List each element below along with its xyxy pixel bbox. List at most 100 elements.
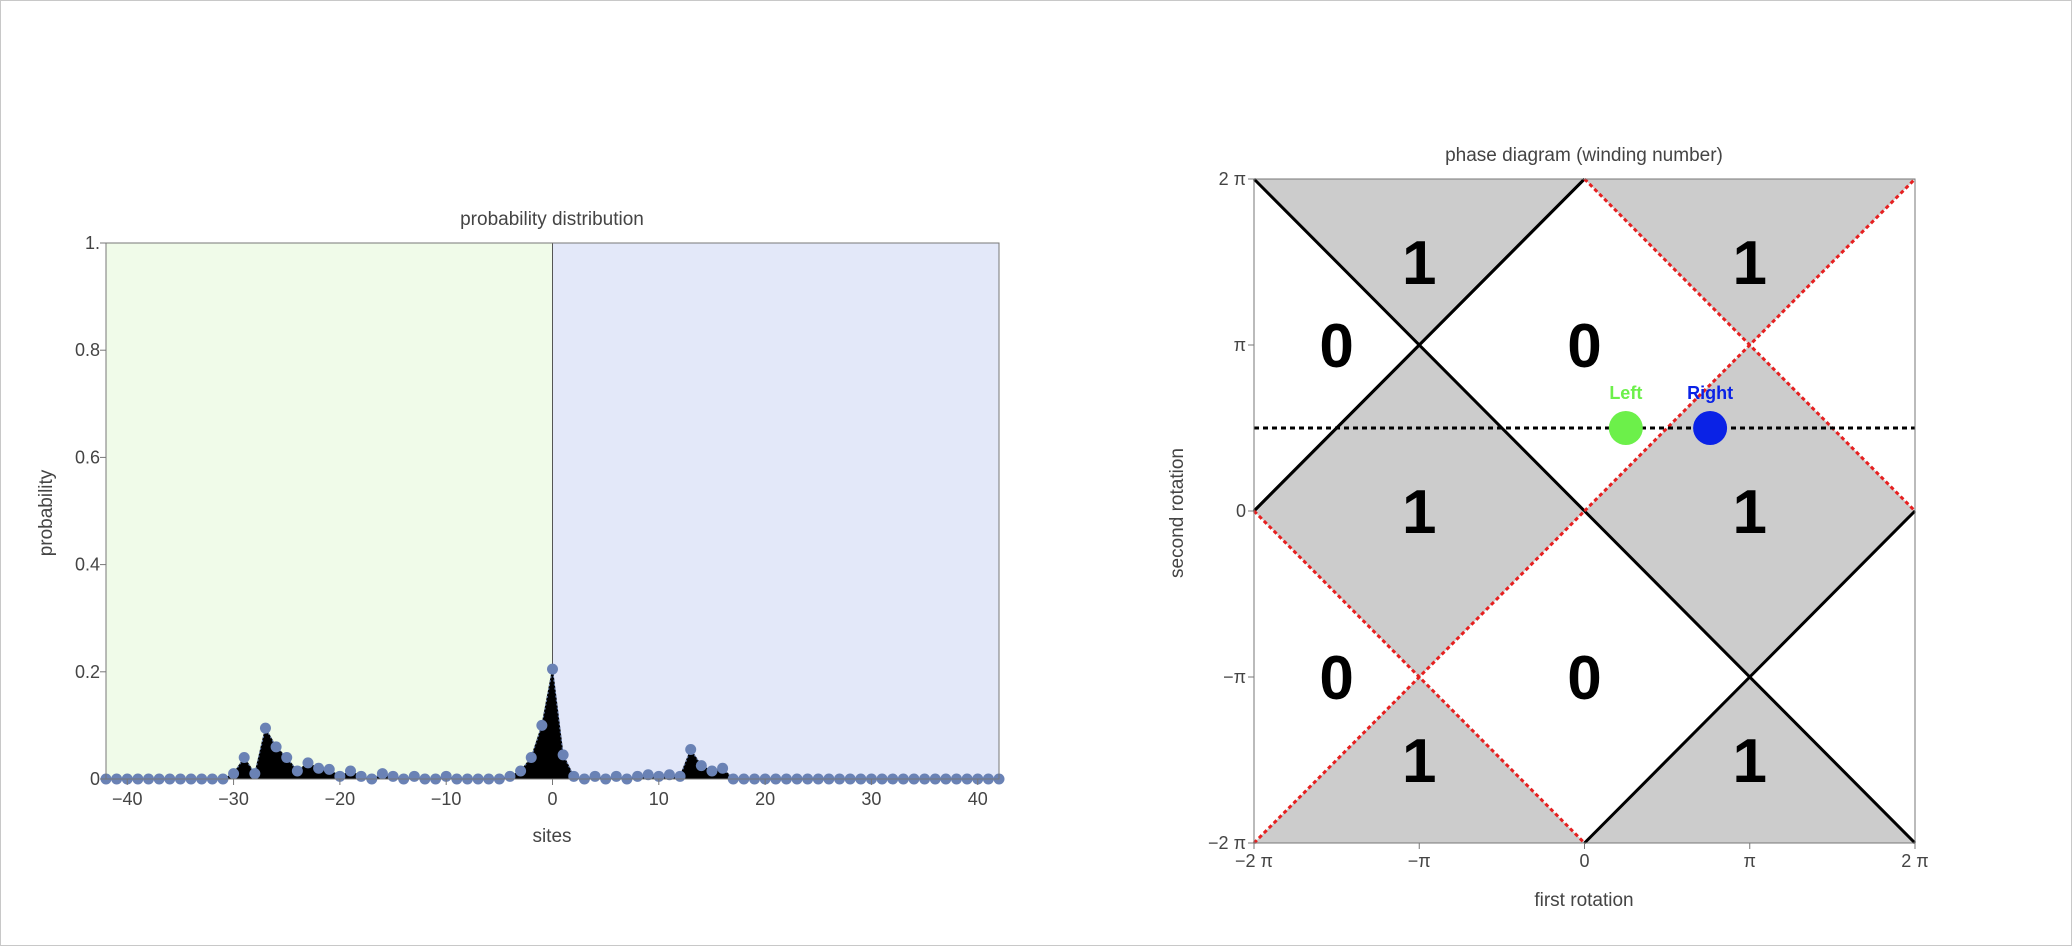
data-point-site--23 — [302, 757, 314, 769]
data-point-site--16 — [376, 768, 388, 780]
data-point-site-9 — [642, 769, 654, 781]
x-tick-label: 10 — [649, 789, 669, 809]
phase-diagram: phase diagram (winding number) 1 10 01 10 01… — [1167, 145, 1929, 911]
right-y-axis-label: second rotation — [1167, 448, 1188, 578]
data-point-site-11 — [663, 769, 675, 781]
dotted-boundary-3 — [1252, 509, 1586, 845]
x-tick-label: 40 — [968, 789, 988, 809]
winding-number-label: 1 — [1402, 727, 1436, 796]
data-point-site--27 — [259, 722, 271, 734]
data-point-site-13 — [685, 744, 697, 756]
point-left-label: Left — [1609, 383, 1642, 403]
y-tick-label: 0.2 — [75, 662, 100, 682]
marked-points: Left Right — [1608, 383, 1733, 445]
x-tick-label: 0 — [547, 789, 557, 809]
right-y-ticks: −2 π −π 0 π 2 π — [1208, 169, 1254, 853]
data-point-site-15 — [706, 765, 718, 777]
solid-boundary-5 — [1583, 675, 1751, 845]
data-point-site--4 — [504, 770, 516, 782]
left-x-ticks: −40 −30 −20 −10 0 10 20 30 40 — [112, 779, 988, 809]
y-tick-label: 0.6 — [75, 447, 100, 467]
data-point-site--26 — [270, 741, 282, 753]
background-region-1 — [552, 243, 999, 779]
x-tick-label: 30 — [861, 789, 881, 809]
data-point-site--28 — [249, 768, 261, 780]
shaded-top-triangle-1 — [1584, 179, 1915, 345]
data-point-site--13 — [408, 770, 420, 782]
winding-number-label: 1 — [1733, 478, 1767, 547]
right-x-axis-label: first rotation — [1534, 890, 1633, 911]
point-right-marker — [1693, 411, 1728, 445]
data-point-site--18 — [355, 770, 367, 782]
x-tick-label: 0 — [1579, 851, 1589, 871]
x-tick-label: −30 — [218, 789, 249, 809]
winding-number-label: 0 — [1319, 312, 1353, 381]
data-point-site--21 — [323, 763, 335, 775]
y-tick-label: 0 — [90, 769, 100, 789]
data-point-site-8 — [632, 770, 644, 782]
right-chart-title: phase diagram (winding number) — [1445, 145, 1723, 166]
dotted-boundary-1 — [1583, 177, 1917, 513]
data-point-site--1 — [536, 719, 548, 731]
data-point-site--29 — [238, 752, 250, 764]
data-point-site--24 — [291, 765, 303, 777]
left-y-axis-label: probability — [36, 469, 57, 556]
data-point-site-4 — [589, 770, 601, 782]
point-left-marker — [1608, 411, 1643, 445]
x-tick-label: −π — [1408, 851, 1431, 871]
winding-number-label: 1 — [1733, 727, 1767, 796]
data-point-site--3 — [515, 765, 527, 777]
data-point-site--25 — [281, 752, 293, 764]
x-tick-label: −40 — [112, 789, 143, 809]
x-tick-label: 20 — [755, 789, 775, 809]
left-y-ticks: 0 0.2 0.4 0.6 0.8 1. — [75, 233, 106, 789]
data-point-site-6 — [610, 770, 622, 782]
right-x-ticks: −2 π −π 0 π 2 π — [1235, 843, 1929, 871]
y-tick-label: 1. — [85, 233, 100, 253]
y-tick-label: −π — [1223, 667, 1246, 687]
shaded-bottom-triangle-0 — [1254, 677, 1585, 843]
data-point-site-16 — [717, 762, 729, 774]
left-chart-title: probability distribution — [460, 209, 644, 230]
left-data-points — [100, 663, 1005, 785]
data-point-site--19 — [345, 765, 357, 777]
probability-chart: probability distribution −40 −30 −20 −10 0 10… — [36, 209, 1005, 847]
data-point-site--30 — [228, 768, 240, 780]
x-tick-label: −20 — [325, 789, 356, 809]
x-tick-label: π — [1744, 851, 1756, 871]
data-point-site-12 — [674, 770, 686, 782]
winding-number-label: 1 — [1402, 478, 1436, 547]
point-right-label: Right — [1687, 383, 1733, 403]
left-x-axis-label: sites — [532, 826, 571, 847]
data-point-site--2 — [525, 752, 537, 764]
winding-number-label: 0 — [1567, 312, 1601, 381]
data-point-site-2 — [568, 770, 580, 782]
y-tick-label: −2 π — [1208, 833, 1246, 853]
shaded-top-triangle-0 — [1254, 179, 1585, 345]
background-region-0 — [106, 243, 553, 779]
shaded-bottom-triangle-1 — [1584, 677, 1915, 843]
data-point-site-0 — [547, 663, 558, 675]
y-tick-label: π — [1234, 335, 1246, 355]
boundary-lines — [1252, 177, 1917, 845]
left-background-regions — [106, 243, 999, 779]
x-tick-label: −10 — [431, 789, 462, 809]
y-tick-label: 0 — [1236, 501, 1246, 521]
region-labels: 1 10 01 10 01 1 — [1319, 229, 1767, 796]
y-tick-label: 0.8 — [75, 340, 100, 360]
winding-number-label: 1 — [1733, 229, 1767, 298]
data-point-site-14 — [695, 760, 707, 772]
x-tick-label: −2 π — [1235, 851, 1273, 871]
winding-number-label: 0 — [1567, 644, 1601, 713]
solid-boundary-3 — [1418, 177, 1586, 347]
y-tick-label: 2 π — [1219, 169, 1246, 189]
winding-number-label: 1 — [1402, 229, 1436, 298]
x-tick-label: 2 π — [1901, 851, 1928, 871]
winding-number-label: 0 — [1319, 644, 1353, 713]
y-tick-label: 0.4 — [75, 555, 100, 575]
data-point-site--15 — [387, 770, 399, 782]
solid-boundary-6 — [1748, 509, 1917, 679]
data-point-site-1 — [557, 749, 569, 761]
